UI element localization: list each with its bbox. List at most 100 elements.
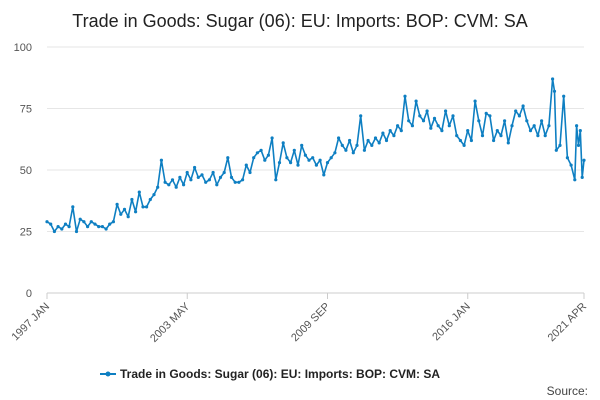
data-point[interactable]: [351, 151, 355, 155]
data-point[interactable]: [82, 220, 86, 224]
data-point[interactable]: [89, 220, 93, 224]
data-point[interactable]: [547, 124, 551, 128]
data-point[interactable]: [458, 138, 462, 143]
legend[interactable]: Trade in Goods: Sugar (06): EU: Imports:…: [100, 367, 440, 381]
data-point[interactable]: [274, 178, 278, 182]
data-point[interactable]: [569, 163, 573, 167]
data-point[interactable]: [74, 229, 79, 234]
data-point[interactable]: [562, 94, 566, 98]
data-point[interactable]: [484, 111, 488, 115]
data-point[interactable]: [307, 158, 311, 162]
data-point[interactable]: [200, 173, 204, 177]
data-point[interactable]: [163, 180, 167, 184]
data-point[interactable]: [407, 119, 411, 123]
data-point[interactable]: [45, 220, 49, 224]
data-point[interactable]: [359, 114, 363, 118]
data-point[interactable]: [71, 205, 75, 209]
data-point[interactable]: [462, 143, 466, 147]
data-point[interactable]: [311, 156, 315, 160]
data-point[interactable]: [86, 225, 90, 229]
data-point[interactable]: [340, 143, 344, 147]
data-point[interactable]: [178, 175, 182, 179]
data-point[interactable]: [141, 205, 145, 209]
data-point[interactable]: [174, 185, 178, 189]
data-point[interactable]: [67, 225, 71, 229]
data-point[interactable]: [303, 153, 307, 157]
data-point[interactable]: [540, 119, 544, 123]
data-point[interactable]: [440, 129, 444, 133]
data-point[interactable]: [377, 141, 381, 145]
data-point[interactable]: [429, 126, 433, 130]
data-point[interactable]: [418, 114, 422, 118]
data-point[interactable]: [432, 116, 437, 120]
data-point[interactable]: [119, 212, 123, 216]
data-point[interactable]: [495, 129, 499, 133]
data-point[interactable]: [322, 173, 326, 177]
data-point[interactable]: [552, 89, 557, 93]
data-point[interactable]: [56, 225, 60, 229]
data-point[interactable]: [532, 124, 536, 128]
data-point[interactable]: [384, 138, 389, 143]
data-point[interactable]: [444, 109, 448, 113]
data-point[interactable]: [558, 143, 562, 147]
data-point[interactable]: [580, 175, 584, 179]
data-point[interactable]: [488, 114, 492, 118]
data-point[interactable]: [170, 178, 175, 182]
data-point[interactable]: [233, 180, 237, 184]
data-point[interactable]: [211, 170, 215, 175]
data-point[interactable]: [196, 175, 200, 179]
data-point[interactable]: [218, 175, 223, 179]
data-point[interactable]: [207, 178, 211, 182]
data-point[interactable]: [469, 138, 473, 143]
data-point[interactable]: [285, 156, 289, 160]
data-point[interactable]: [425, 109, 429, 113]
data-point[interactable]: [193, 165, 197, 170]
data-point[interactable]: [229, 175, 234, 179]
data-point[interactable]: [244, 163, 248, 167]
data-point[interactable]: [392, 134, 396, 138]
data-point[interactable]: [473, 99, 477, 103]
data-point[interactable]: [204, 180, 208, 184]
data-point[interactable]: [137, 190, 141, 194]
data-point[interactable]: [362, 148, 366, 152]
data-point[interactable]: [277, 161, 282, 165]
data-point[interactable]: [78, 217, 82, 221]
data-point[interactable]: [399, 129, 403, 133]
data-point[interactable]: [296, 163, 300, 167]
data-point[interactable]: [414, 99, 418, 103]
data-point[interactable]: [370, 143, 374, 147]
data-point[interactable]: [536, 134, 540, 138]
data-point[interactable]: [108, 222, 112, 226]
data-point[interactable]: [466, 129, 470, 133]
data-point[interactable]: [355, 143, 359, 147]
data-point[interactable]: [510, 124, 514, 128]
data-point[interactable]: [182, 183, 186, 187]
data-point[interactable]: [63, 222, 68, 226]
data-point[interactable]: [576, 143, 581, 147]
data-point[interactable]: [388, 129, 392, 133]
data-point[interactable]: [148, 197, 152, 202]
data-point[interactable]: [252, 156, 256, 160]
data-point[interactable]: [289, 161, 293, 165]
data-point[interactable]: [300, 143, 304, 147]
data-point[interactable]: [421, 119, 426, 123]
data-point[interactable]: [52, 229, 57, 234]
data-point[interactable]: [410, 124, 414, 128]
data-point[interactable]: [270, 136, 274, 140]
data-point[interactable]: [514, 109, 518, 113]
data-point[interactable]: [237, 180, 241, 184]
data-point[interactable]: [97, 225, 101, 229]
data-point[interactable]: [447, 124, 451, 128]
data-point[interactable]: [480, 134, 485, 138]
data-point[interactable]: [543, 134, 547, 138]
data-point[interactable]: [222, 170, 226, 175]
data-point[interactable]: [314, 163, 318, 167]
data-point[interactable]: [403, 94, 407, 98]
data-point[interactable]: [126, 215, 130, 219]
data-point[interactable]: [333, 151, 337, 155]
data-point[interactable]: [49, 222, 53, 226]
data-point[interactable]: [145, 205, 149, 209]
data-point[interactable]: [111, 220, 115, 224]
data-point[interactable]: [122, 207, 127, 211]
data-point[interactable]: [329, 156, 333, 160]
